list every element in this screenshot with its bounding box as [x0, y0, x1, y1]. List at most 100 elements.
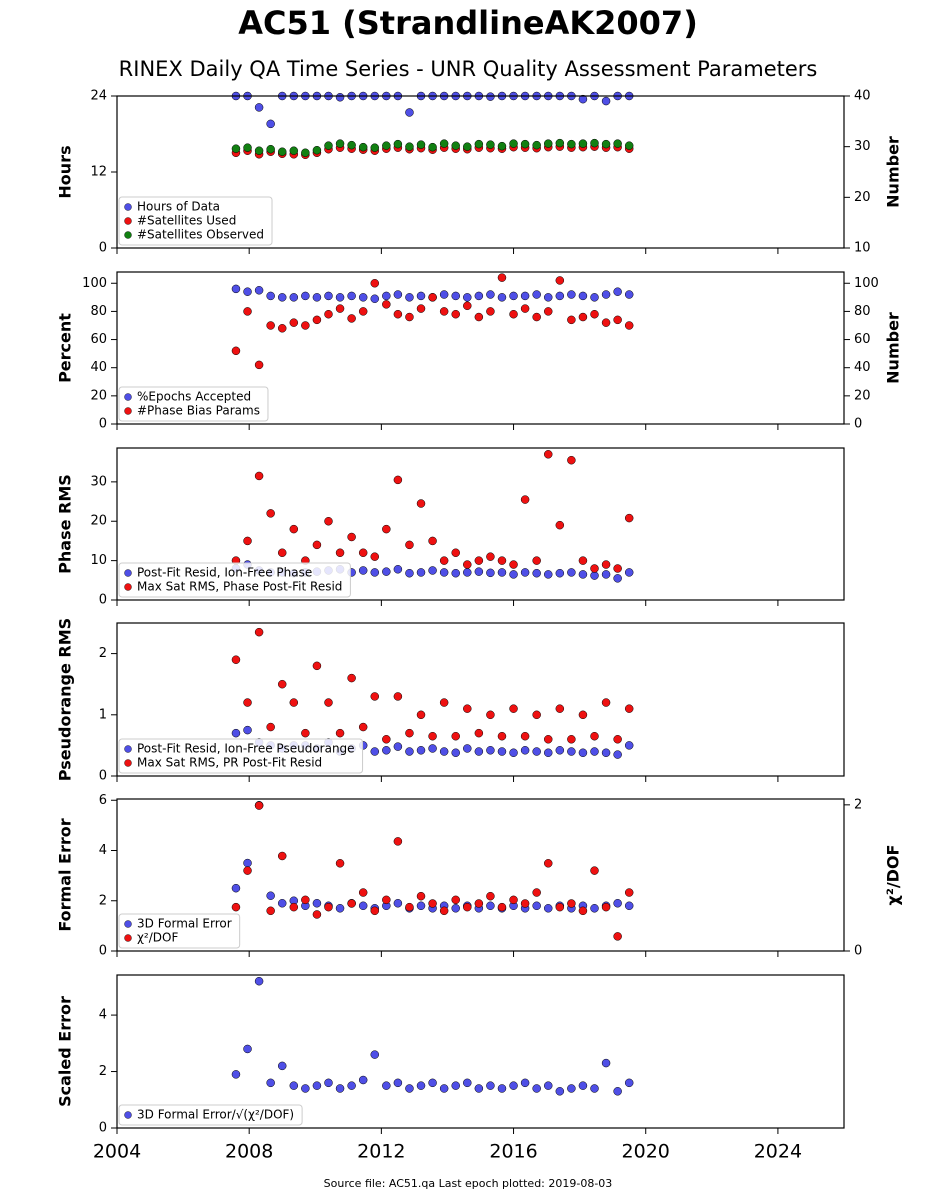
- data-point: [474, 567, 484, 576]
- data-point: [543, 450, 553, 459]
- data-point: [231, 284, 241, 294]
- data-point: [243, 866, 252, 875]
- data-point: [416, 140, 426, 149]
- data-point: [578, 748, 588, 757]
- data-point: [428, 293, 437, 302]
- data-point: [335, 139, 345, 148]
- data-point: [347, 673, 356, 683]
- y-axis-label: Hours: [56, 145, 75, 198]
- legend-label: 3D Formal Error/√(χ²/DOF): [137, 1108, 294, 1122]
- legend-label: %Epochs Accepted: [137, 390, 251, 404]
- data-point: [289, 902, 299, 912]
- data-point: [254, 627, 264, 637]
- data-point: [624, 704, 634, 713]
- data-point: [555, 568, 565, 578]
- data-point: [358, 566, 368, 575]
- data-point: [370, 1050, 380, 1059]
- data-point: [289, 524, 299, 534]
- data-point: [231, 346, 241, 356]
- y2-tick-label: 100: [854, 276, 879, 291]
- y2-tick-label: 80: [854, 304, 871, 319]
- data-point: [486, 552, 495, 561]
- data-point: [347, 532, 356, 542]
- data-point: [543, 570, 553, 579]
- legend-marker: [124, 1111, 132, 1119]
- plot-frame: [116, 271, 845, 425]
- data-point: [463, 142, 472, 151]
- data-point: [532, 710, 541, 720]
- data-point: [590, 731, 599, 741]
- data-point: [416, 304, 426, 313]
- data-point: [601, 570, 611, 579]
- data-point: [601, 902, 611, 912]
- data-point: [289, 698, 299, 707]
- data-point: [335, 904, 345, 913]
- y-tick-label: 24: [90, 89, 107, 104]
- data-point: [578, 1081, 588, 1090]
- data-point: [520, 746, 530, 755]
- data-point: [590, 309, 599, 319]
- legend-marker: [124, 393, 132, 401]
- data-point: [567, 899, 576, 908]
- data-point: [382, 300, 391, 309]
- y-tick-label: 2: [99, 893, 107, 908]
- data-point: [543, 1081, 553, 1090]
- panel: 0 1 2 Pseudorange RMS Post-Fit Resid, Ion-Fr…: [56, 618, 845, 784]
- y-tick-label: 2: [99, 1064, 107, 1079]
- data-point: [254, 360, 264, 370]
- data-point: [382, 746, 391, 755]
- data-point: [312, 293, 322, 302]
- data-point: [416, 710, 426, 720]
- data-point: [613, 1087, 622, 1096]
- y-axis-label: Formal Error: [56, 818, 75, 931]
- data-point: [370, 568, 380, 577]
- y-tick-label: 0: [99, 1121, 107, 1136]
- legend-marker: [124, 217, 132, 225]
- y-axis-label: Scaled Error: [56, 996, 75, 1107]
- data-point: [578, 570, 588, 579]
- data-point: [486, 290, 495, 299]
- data-point: [358, 901, 368, 911]
- data-point: [393, 692, 403, 701]
- data-point: [335, 548, 345, 557]
- legend-label: #Satellites Observed: [137, 228, 264, 242]
- x-tick-label: 2004: [93, 1141, 141, 1163]
- data-point: [254, 146, 264, 155]
- data-point: [474, 139, 484, 149]
- data-point: [335, 93, 345, 102]
- data-point: [532, 140, 541, 150]
- data-point: [312, 145, 322, 155]
- data-point: [555, 1087, 565, 1096]
- data-point: [451, 904, 460, 913]
- data-point: [463, 902, 472, 912]
- legend-label: Max Sat RMS, PR Post-Fit Resid: [137, 756, 322, 770]
- data-point: [382, 291, 391, 301]
- data-point: [405, 747, 414, 756]
- legend-marker: [124, 569, 132, 577]
- data-point: [590, 904, 599, 913]
- data-point: [358, 722, 368, 732]
- data-point: [370, 906, 380, 916]
- data-point: [416, 291, 426, 301]
- data-point: [624, 513, 634, 523]
- data-point: [243, 725, 252, 735]
- data-point: [509, 291, 518, 301]
- data-point: [463, 1078, 472, 1088]
- legend-marker: [124, 203, 132, 211]
- data-point: [428, 1078, 437, 1088]
- data-point: [393, 309, 403, 319]
- data-point: [428, 566, 437, 575]
- data-point: [555, 291, 565, 301]
- data-point: [358, 1075, 368, 1085]
- source-note: Source file: AC51.qa Last epoch plotted:…: [324, 1177, 613, 1190]
- data-point: [543, 139, 553, 148]
- data-point: [451, 548, 460, 557]
- data-point: [405, 142, 414, 151]
- data-point: [266, 119, 275, 129]
- data-point: [428, 536, 437, 546]
- data-point: [301, 321, 310, 330]
- data-point: [613, 899, 622, 908]
- data-point: [439, 747, 449, 756]
- plot-frame: [116, 798, 845, 952]
